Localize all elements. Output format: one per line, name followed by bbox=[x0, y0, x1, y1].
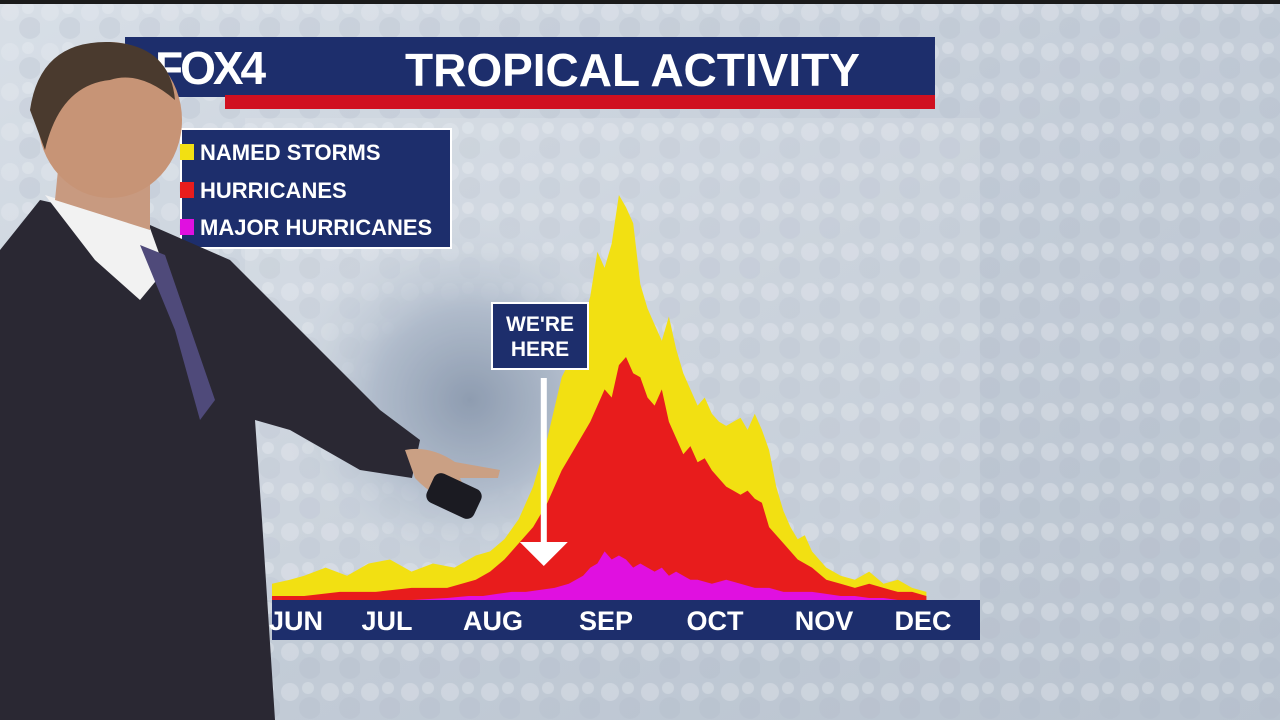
tick-label-jul: JUL bbox=[361, 606, 413, 636]
tick-label-sep: SEP bbox=[578, 606, 634, 636]
series-area-hurricanes bbox=[272, 357, 927, 600]
legend-label-hurricanes: HURRICANES bbox=[200, 178, 347, 203]
legend-label-named-storms: NAMED STORMS bbox=[200, 140, 381, 165]
tick-label-dec: DEC bbox=[894, 606, 952, 636]
legend-item-hurricanes: HURRICANES bbox=[180, 178, 347, 204]
current-date-arrow-head bbox=[519, 542, 568, 566]
current-date-callout: WE'RE HERE bbox=[491, 302, 589, 370]
callout-line-2: HERE bbox=[510, 338, 570, 361]
callout-line-1: WE'RE bbox=[506, 313, 574, 336]
tick-label-jun: JUN bbox=[268, 606, 324, 636]
month-axis-bar: JUN JUL AUG SEP OCT NOV DEC bbox=[268, 600, 980, 640]
legend-item-major-hurricanes: MAJOR HURRICANES bbox=[180, 215, 433, 241]
banner-red-stripe bbox=[225, 95, 935, 109]
current-date-arrow-shaft bbox=[540, 378, 547, 546]
legend-swatch-hurricanes bbox=[180, 182, 194, 198]
tick-label-oct: OCT bbox=[686, 606, 744, 636]
legend-item-named-storms: NAMED STORMS bbox=[180, 140, 381, 166]
chart-legend: NAMED STORMS HURRICANES MAJOR HURRICANES bbox=[180, 128, 452, 249]
title-banner: FOX4 TROPICAL ACTIVITY bbox=[125, 37, 935, 109]
legend-swatch-named-storms bbox=[180, 144, 194, 160]
top-frame-bar bbox=[0, 0, 1280, 4]
chart-title: TROPICAL ACTIVITY bbox=[405, 44, 860, 96]
series-area-major-hurricanes bbox=[272, 551, 927, 600]
legend-label-major-hurricanes: MAJOR HURRICANES bbox=[200, 215, 433, 240]
series-area-named-storms bbox=[272, 195, 927, 600]
legend-swatch-major-hurricanes bbox=[180, 219, 194, 235]
tick-label-nov: NOV bbox=[794, 606, 854, 636]
tick-label-aug: AUG bbox=[463, 606, 523, 636]
fox4-logo: FOX4 bbox=[155, 42, 266, 94]
